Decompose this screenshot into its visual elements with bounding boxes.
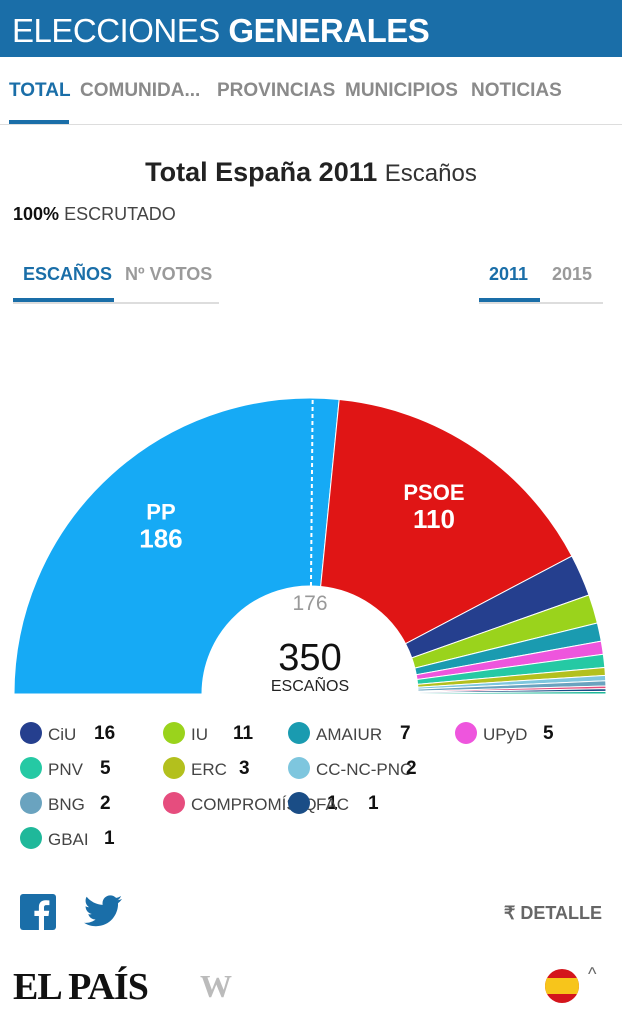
tab-escanos[interactable]: ESCAÑOS (23, 264, 113, 284)
legend-party-seats: 2 (100, 793, 111, 814)
twitter-icon[interactable] (84, 894, 122, 928)
tab-votos[interactable]: Nº VOTOS (125, 264, 213, 284)
legend-color-dot (20, 722, 42, 744)
legend-party-name: CiU (48, 725, 77, 744)
legend-color-dot (288, 792, 310, 814)
results-title: Total España 2011 Escaños (145, 157, 477, 187)
hemicycle-slice-gbai[interactable] (417, 690, 607, 695)
year-tab-indicator (479, 298, 540, 302)
legend-party-seats: 1 (104, 828, 115, 849)
nav-tab-noticias[interactable]: NOTICIAS (471, 80, 562, 101)
legend-party-seats: 1 (327, 793, 338, 814)
nav-tab-municipios[interactable]: MUNICIPIOS (345, 80, 458, 101)
slice-label-name: PSOE (403, 480, 464, 505)
legend-party-name: BNG (48, 795, 85, 814)
nav-tab-total[interactable]: TOTAL (9, 80, 71, 101)
main-nav: TOTAL COMUNIDA... PROVINCIAS MUNICIPIOS … (0, 66, 622, 125)
total-seats-caption: ESCAÑOS (271, 675, 349, 695)
nav-tab-comunidades[interactable]: COMUNIDA... (80, 80, 201, 101)
hemicycle-slice-psoe[interactable] (320, 398, 573, 645)
spain-flag-icon[interactable] (544, 968, 580, 1004)
scrutiny-status: 100% ESCRUTADO (13, 204, 176, 224)
metric-tab-indicator (13, 298, 114, 302)
legend-party-name: GBAI (48, 830, 89, 849)
legend-party-seats: 11 (233, 723, 254, 744)
secondary-logo: W (200, 968, 232, 1004)
legend-color-dot (288, 757, 310, 779)
chevron-up-icon[interactable]: ^ (588, 964, 597, 984)
legend-party-seats: 5 (543, 723, 554, 744)
legend-party-seats: 16 (94, 723, 116, 744)
hemicycle-slice-pp[interactable] (13, 397, 340, 695)
tab-year-2015[interactable]: 2015 (552, 264, 593, 284)
legend-color-dot (163, 792, 185, 814)
party-legend: CiU 16 IU 11 AMAIUR 7 UPyD 5 PNV 5 ERC 3 CC-NC-PNC 2 B… (0, 715, 622, 865)
total-seats-value: 350 (278, 637, 341, 679)
legend-party-seats: 2 (406, 758, 417, 779)
legend-color-dot (20, 757, 42, 779)
el-pais-logo[interactable]: EL PAÍS (13, 966, 149, 1008)
legend-party-name: FAC (316, 795, 350, 814)
legend-color-dot (455, 722, 477, 744)
legend-party-name: ERC (191, 760, 227, 779)
nav-active-indicator (9, 120, 69, 124)
majority-label: 176 (292, 592, 327, 615)
legend-party-seats: 1 (368, 793, 379, 814)
nav-tab-provincias[interactable]: PROVINCIAS (217, 80, 336, 101)
legend-party-name: COMPROMÍS-Q (191, 795, 317, 814)
legend-party-name: AMAIUR (316, 725, 383, 744)
metric-tabs: ESCAÑOS Nº VOTOS (13, 260, 219, 304)
majority-line (309, 398, 314, 587)
detalle-link[interactable]: ₹ DETALLE (503, 903, 602, 923)
tab-year-2011[interactable]: 2011 (489, 264, 529, 284)
slice-label-name: PP (146, 499, 175, 524)
legend-party-name: PNV (48, 760, 83, 779)
legend-color-dot (20, 827, 42, 849)
legend-color-dot (20, 792, 42, 814)
legend-party-seats: 5 (100, 758, 111, 779)
facebook-icon[interactable] (20, 894, 56, 930)
refresh-icon: ₹ (503, 903, 516, 923)
year-tabs: 2011 2015 (479, 260, 603, 304)
legend-party-name: IU (191, 725, 208, 744)
legend-color-dot (163, 722, 185, 744)
legend-party-seats: 3 (239, 758, 250, 779)
legend-party-seats: 7 (400, 723, 411, 744)
legend-party-name: CC-NC-PNC (316, 760, 413, 779)
page-header-title: ELECCIONES GENERALES (12, 12, 430, 49)
slice-label-seats: 186 (139, 523, 182, 553)
legend-party-name: UPyD (483, 725, 528, 744)
legend-color-dot (163, 757, 185, 779)
header-bar: ELECCIONES GENERALES (0, 0, 622, 57)
legend-color-dot (288, 722, 310, 744)
slice-label-seats: 110 (413, 504, 455, 534)
